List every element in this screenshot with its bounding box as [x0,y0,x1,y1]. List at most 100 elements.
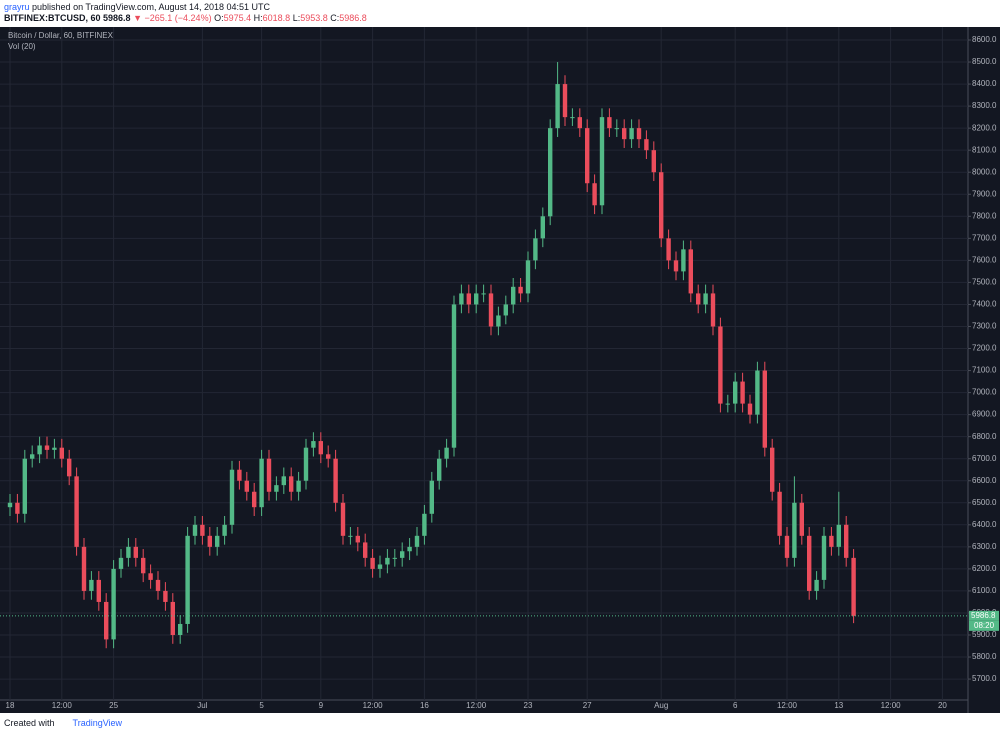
candle-body [799,502,804,536]
candle-body [688,249,693,294]
candle-body [444,447,449,459]
y-tick-label: 7000.0 [972,388,997,397]
candle-body [237,469,242,481]
candle-body [681,249,686,272]
candle-body [392,557,397,559]
candle-body [155,579,161,591]
ohlc-value: 5986.8 [339,13,367,23]
y-tick-label: 5800.0 [972,652,997,661]
candle-body [474,293,479,305]
candle-body [770,447,775,492]
candle-body [459,293,464,305]
y-tick-label: 8000.0 [972,167,997,176]
candle-body [429,480,434,514]
candle-body [836,524,841,547]
grid [0,27,968,700]
candle-body [326,454,331,459]
y-tick-label: 7500.0 [972,278,997,287]
x-tick-label: 25 [109,701,118,710]
candle-body [577,117,582,129]
candle-body [414,535,420,547]
y-tick-label: 8600.0 [972,35,997,44]
x-tick-label: 12:00 [466,701,487,710]
candle-body [807,535,812,591]
candle-body [518,286,523,294]
candle-body [207,535,212,547]
candle-body [200,524,205,536]
x-tick-label: 16 [420,701,429,710]
candle-body [644,139,649,151]
candle-body [696,293,701,305]
candle-body [651,150,656,173]
candle-body [126,546,131,558]
candle-body [252,491,257,508]
y-tick-label: 7900.0 [972,189,997,198]
y-tick-label: 6100.0 [972,586,997,595]
last-price-box [969,610,999,621]
candle-body [540,216,545,239]
y-tick-label: 7300.0 [972,322,997,331]
candle-body [303,447,309,481]
author[interactable]: grayru [4,2,30,12]
candle-body [30,454,35,459]
candle-body [718,326,723,404]
candle-body [37,445,42,455]
candle-body [740,381,745,404]
x-tick-label: 20 [938,701,947,710]
candle-body [777,491,782,536]
candle-body [525,260,531,294]
ohlc: O:5975.4 H:6018.8 L:5953.8 C:5986.8 [214,13,367,23]
x-tick-label: Aug [654,701,668,710]
candle-body [363,542,368,558]
x-tick-label: 23 [524,701,533,710]
chart: 5700.05800.05900.06000.06100.06200.06300… [0,27,1000,713]
y-tick-label: 6600.0 [972,476,997,485]
candle-body [318,441,323,455]
candle-body [67,458,72,477]
x-tick-label: 12:00 [52,701,73,710]
candle-body [725,403,730,405]
candle-body [311,441,316,448]
candle-body [355,535,360,543]
candle-body [170,601,175,635]
candle-body [185,535,190,624]
candle-body [844,524,849,558]
ohlc-label: L: [292,13,301,23]
candle-body [244,480,249,492]
candle-body [466,293,471,305]
candle-body [96,579,101,602]
published: published on TradingView.com, August 14,… [32,2,271,12]
y-tick-label: 7800.0 [972,211,997,220]
candle-body [570,117,575,119]
ohlc-label: C: [330,13,340,23]
brand[interactable]: TradingView [72,718,123,728]
candle-body [370,557,375,569]
candle-body [333,458,338,503]
y-tick-label: 6500.0 [972,498,997,507]
candle-body [659,172,664,239]
change: −265.1 (−4.24%) [144,13,212,23]
candle-body [74,476,79,547]
candle-body [792,502,797,558]
candle-body [340,502,346,536]
candle-body [141,557,146,574]
candle-body [266,458,272,492]
candle-body [488,293,494,327]
candle-body [289,476,294,492]
x-tick-label: 12:00 [363,701,384,710]
y-tick-label: 6900.0 [972,410,997,419]
candle-body [599,117,605,206]
candle-body [7,502,13,508]
y-tick-label: 7200.0 [972,344,997,353]
x-tick-label: 12:00 [777,701,798,710]
candle-body [111,568,116,640]
candle-body [585,128,590,184]
candle-body [229,469,235,525]
candle-body [422,513,427,536]
chart-bg [0,27,1000,713]
y-tick-label: 6200.0 [972,564,997,573]
candle-body [533,238,538,261]
y-tick-label: 6700.0 [972,454,997,463]
y-tick-label: 6400.0 [972,520,997,529]
